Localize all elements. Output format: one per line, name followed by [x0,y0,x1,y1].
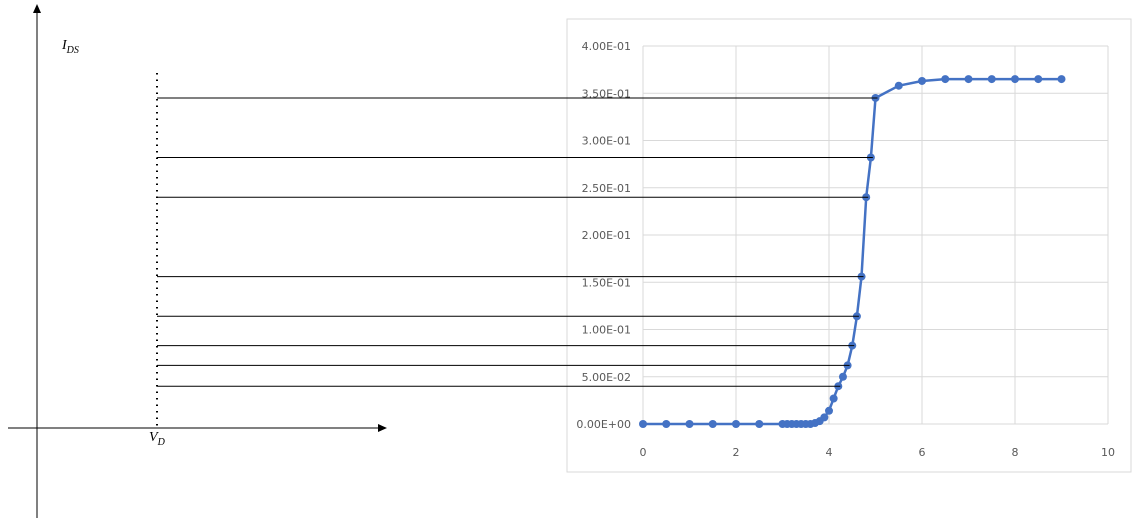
chart-panel: 0.00E+00 5.00E-02 1.00E-01 1.50E-01 2.00E-01… [566,18,1132,473]
data-point [708,420,717,428]
data-point [918,76,926,85]
data-point [732,420,740,428]
x-tick-label: 4 [826,446,833,459]
data-point [755,420,764,428]
y-tick-label: 5.00E-02 [582,371,631,384]
y-tick-label: 2.50E-01 [582,182,631,195]
chart-gridlines [642,45,1109,425]
x-tick-labels: 0 2 4 6 8 10 [640,446,1116,459]
data-point [825,406,833,415]
data-point [685,420,694,428]
chart-border [566,18,1132,473]
data-series [639,75,1066,428]
x-tick-label: 2 [733,446,740,459]
data-point [1057,75,1066,84]
sketch-x-axis-arrowhead [378,424,387,432]
y-tick-label: 3.50E-01 [582,87,631,100]
y-tick-label: 1.50E-01 [582,276,631,289]
x-tick-label: 8 [1012,446,1019,459]
data-point [941,75,950,84]
y-axis-label-subscript: DS [66,45,79,56]
sketch-y-axis-arrowhead [33,4,41,13]
y-tick-label: 1.00E-01 [582,324,631,337]
y-tick-labels: 0.00E+00 5.00E-02 1.00E-01 1.50E-01 2.00E-01… [576,40,631,431]
data-point [662,420,671,428]
sketch-y-axis-label: IDS [61,38,79,56]
y-tick-label: 0.00E+00 [576,418,631,431]
data-point [987,75,996,84]
y-tick-label: 2.00E-01 [582,229,631,242]
data-point [894,81,903,90]
data-point [1034,75,1043,84]
x-tick-label: 0 [640,446,647,459]
sketch-x-axis-label: VD [149,430,166,448]
y-tick-label: 4.00E-01 [582,40,631,53]
x-axis-label-base: V [149,430,159,445]
data-point [964,75,973,84]
projection-lines [157,97,878,387]
y-axis-label-base: I [61,38,68,53]
data-point [838,372,847,381]
data-point [829,394,838,403]
data-point [639,420,647,428]
x-axis-label-subscript: D [157,437,166,448]
data-point [1011,75,1019,84]
y-tick-label: 3.00E-01 [582,135,631,148]
x-tick-label: 6 [919,446,926,459]
data-point [820,413,829,422]
x-tick-label: 10 [1101,446,1115,459]
sketch-panel: IDS VD [8,4,387,518]
